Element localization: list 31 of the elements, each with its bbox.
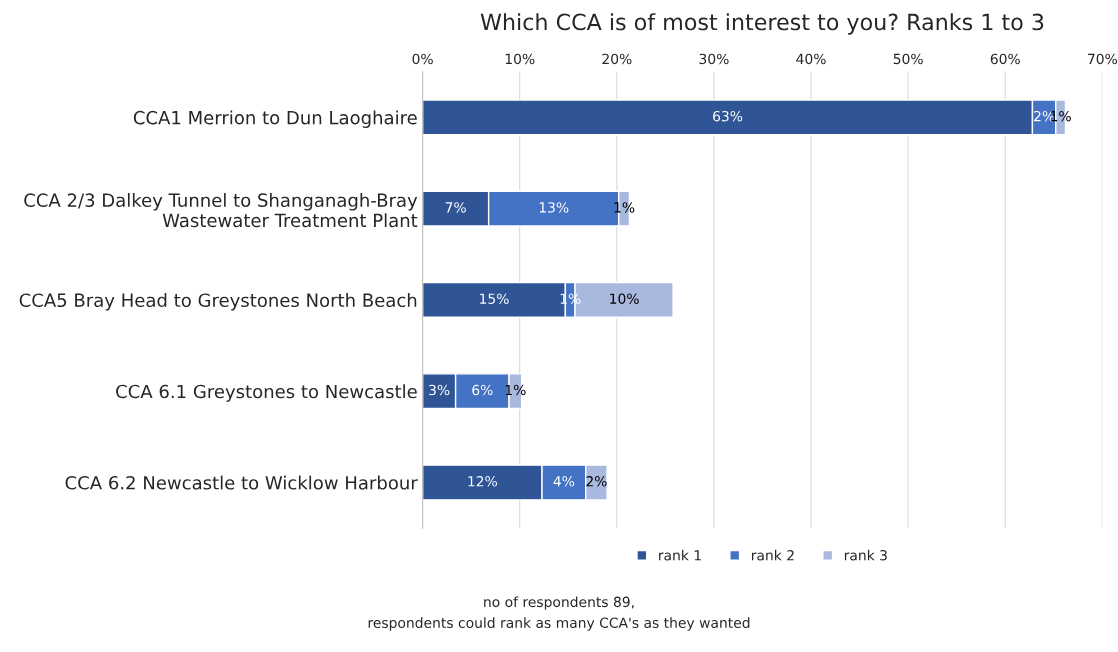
data-label: 15% [480,293,509,304]
y-tick-label: CCA 2/3 Dalkey Tunnel to Shanganagh-Bray Wastewater Treatment Plant [24,193,418,228]
legend-label: rank 2 [752,549,794,561]
x-tick-label: 40% [796,53,826,65]
y-tick-label: CCA 6.1 Greystones to Newcastle [116,384,417,402]
data-label: 3% [429,384,450,396]
x-tick-label: 60% [990,53,1020,65]
data-label: 4% [553,476,575,487]
x-tick-label: 50% [893,53,923,65]
x-tick-label: 0% [412,53,433,65]
y-tick-label: CCA 6.2 Newcastle to Wicklow Harbour [65,475,418,490]
data-label: 2% [586,476,607,487]
data-label: 1% [614,202,635,213]
x-tick-label: 10% [505,53,535,65]
data-label: 1% [505,384,526,396]
x-tick-label: 30% [699,53,729,65]
x-tick-label: 20% [602,53,632,65]
data-label: 6% [472,384,493,396]
x-tick-label: 70% [1088,53,1118,65]
text: no of respondents 89, [484,596,634,610]
data-label: 12% [468,476,497,487]
legend-label: rank 1 [659,549,701,561]
chart-title: Which CCA is of most interest to you? Ranks 1 to 3 [480,13,1044,35]
data-label: 63% [713,110,743,122]
data-label: 13% [539,202,569,213]
text: respondents could rank as many CCA's as they wanted [368,617,750,631]
data-label: 10% [610,293,639,304]
y-tick-label: CCA5 Bray Head to Greystones North Beach [19,293,417,311]
legend-label: rank 3 [844,549,887,561]
y-tick-label: CCA1 Merrion to Dun Laoghaire [133,110,417,128]
data-label: 7% [445,202,466,213]
